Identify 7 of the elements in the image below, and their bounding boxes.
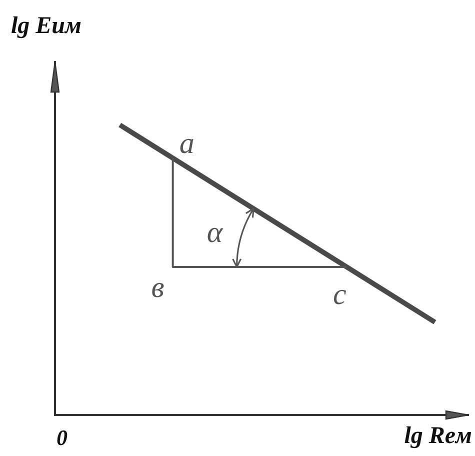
annotation: а [179, 127, 194, 160]
text: 0 [56, 425, 68, 450]
annotation: с [333, 278, 346, 311]
annotation: α [206, 216, 223, 249]
x-axis-title: lg Reм [404, 423, 472, 449]
annotation: в [151, 270, 164, 304]
y-axis-title: lg Euм [11, 13, 82, 39]
